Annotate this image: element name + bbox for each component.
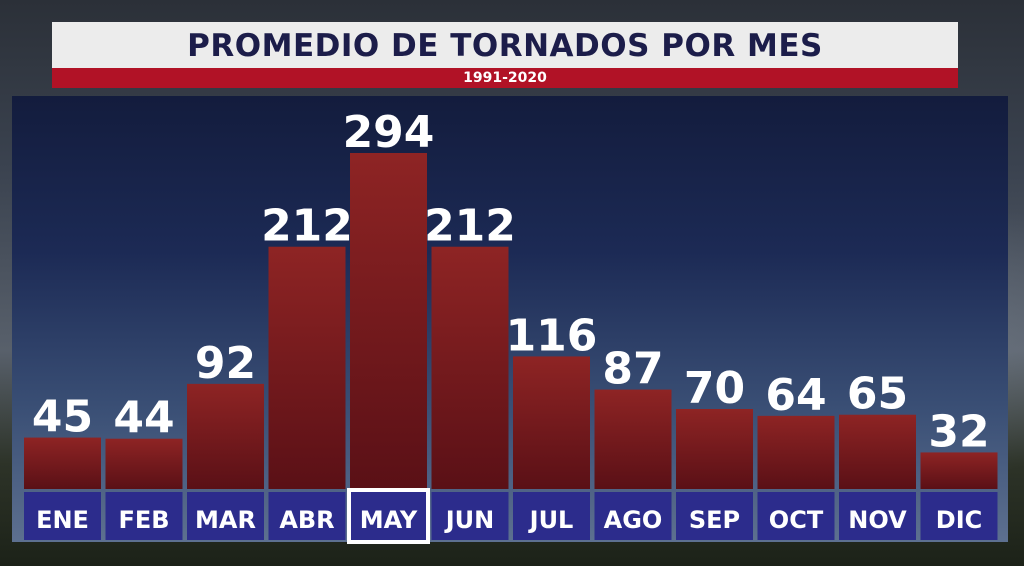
tick-label-nov: NOV xyxy=(848,506,907,534)
tick-label-ene: ENE xyxy=(36,506,89,534)
category-strip-jun xyxy=(431,492,509,540)
category-strip-feb xyxy=(105,492,183,540)
tick-label-ago: AGO xyxy=(604,506,663,534)
value-label-ene: 45 xyxy=(32,392,93,443)
tick-label-feb: FEB xyxy=(118,506,169,534)
tick-label-abr: ABR xyxy=(279,506,334,534)
tick-label-mar: MAR xyxy=(195,506,256,534)
tick-label-may: MAY xyxy=(360,506,418,534)
value-label-jul: 116 xyxy=(506,310,598,361)
value-label-mar: 92 xyxy=(195,338,256,389)
value-label-sep: 70 xyxy=(684,363,745,414)
category-strip-sep xyxy=(676,492,753,540)
value-label-oct: 64 xyxy=(765,370,826,421)
highlight-box-may xyxy=(347,488,430,544)
category-strip-jul xyxy=(513,492,590,540)
bar-may xyxy=(350,153,427,489)
value-label-dic: 32 xyxy=(928,406,989,457)
tick-label-dic: DIC xyxy=(936,506,982,534)
tick-label-jul: JUL xyxy=(528,506,574,534)
bar-dic xyxy=(920,452,998,489)
value-label-jun: 212 xyxy=(424,201,516,252)
tick-label-oct: OCT xyxy=(769,506,824,534)
category-strip-may xyxy=(350,492,427,540)
category-strip-mar xyxy=(187,492,264,540)
bar-ago xyxy=(594,389,672,489)
category-strip-ago xyxy=(594,492,672,540)
bar-sep xyxy=(676,409,753,489)
category-strip-oct xyxy=(757,492,835,540)
value-label-abr: 212 xyxy=(261,201,353,252)
bar-ene xyxy=(24,437,101,489)
value-label-ago: 87 xyxy=(602,344,663,395)
category-labels-group: ENE FEB MAR ABR MAY JUN JUL AGO SEP OCT NOV DIC xyxy=(24,488,998,544)
chart-subtitle: 1991-2020 xyxy=(463,70,547,86)
bar-feb xyxy=(105,438,183,489)
category-strip-ene xyxy=(24,492,101,540)
bar-mar xyxy=(187,383,264,489)
subtitle-banner: 1991-2020 xyxy=(52,68,958,88)
bar-nov xyxy=(839,414,916,489)
category-strip-dic xyxy=(920,492,998,540)
value-label-feb: 44 xyxy=(113,393,174,444)
bar-abr xyxy=(268,246,346,489)
category-strip-abr xyxy=(268,492,346,540)
value-label-may: 294 xyxy=(343,107,435,158)
chart-title: PROMEDIO DE TORNADOS POR MES xyxy=(187,28,823,64)
category-strip-nov xyxy=(839,492,916,540)
bar-jun xyxy=(431,246,509,489)
bar-oct xyxy=(757,415,835,489)
tick-label-jun: JUN xyxy=(444,506,495,534)
title-banner: PROMEDIO DE TORNADOS POR MES xyxy=(52,22,958,70)
tick-label-sep: SEP xyxy=(689,506,740,534)
value-label-nov: 65 xyxy=(847,369,908,420)
bar-jul xyxy=(513,356,590,489)
